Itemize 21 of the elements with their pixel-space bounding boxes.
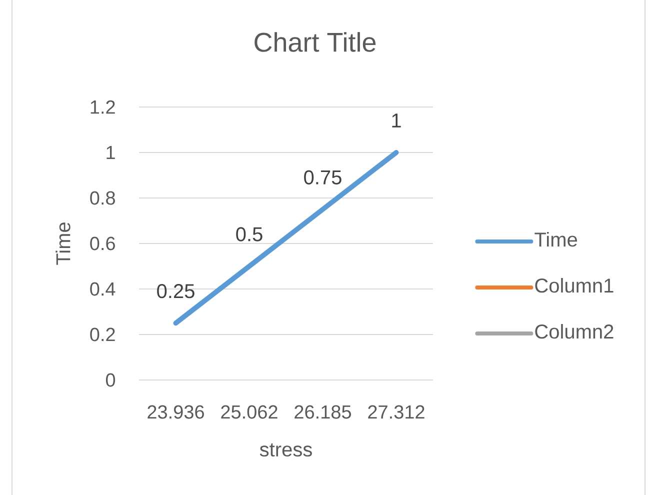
x-tick-label: 27.312 — [368, 405, 424, 419]
y-tick-label: 0.8 — [90, 191, 115, 205]
y-tick-label: 1 — [106, 146, 115, 160]
y-tick-label: 0 — [106, 373, 116, 387]
x-tick-label: 25.062 — [221, 405, 278, 419]
x-tick-label: 23.936 — [148, 405, 204, 419]
y-tick-label: 1.2 — [90, 100, 115, 114]
chart-title: Chart Title — [254, 32, 376, 52]
data-label: 1 — [392, 114, 401, 128]
legend-label: Column2 — [535, 324, 614, 339]
legend-label: Column1 — [535, 278, 614, 293]
data-label: 0.25 — [157, 284, 194, 298]
data-label: 0.5 — [236, 227, 262, 242]
legend-label: Time — [534, 232, 577, 247]
data-label: 0.75 — [304, 170, 342, 184]
y-tick-label: 0.4 — [90, 282, 116, 296]
y-tick-label: 0.6 — [90, 236, 115, 250]
y-axis-title: Time — [56, 222, 70, 265]
x-tick-label: 26.185 — [294, 405, 351, 419]
x-axis-title: stress — [260, 443, 312, 457]
y-tick-label: 0.2 — [90, 328, 115, 342]
